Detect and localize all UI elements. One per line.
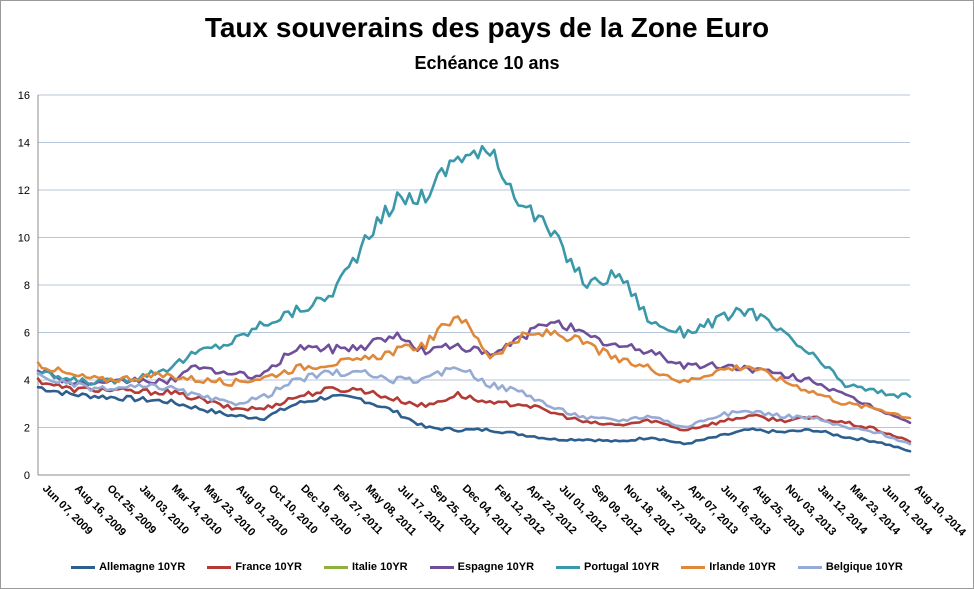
series-line-irlande-10yr (36, 315, 912, 420)
legend-swatch (556, 565, 581, 569)
axes (37, 95, 910, 476)
y-tick-label: 10 (18, 233, 30, 245)
legend-swatch (71, 565, 96, 569)
legend-item: Portugal 10YR (556, 561, 659, 573)
y-tick-labels: 0 2 4 6 8 10 12 14 16 (18, 90, 30, 482)
series-line-france-10yr (36, 377, 912, 444)
legend-item: Belgique 10YR (797, 561, 903, 573)
legend-item: Allemagne 10YR (71, 561, 185, 573)
legend-label: Italie 10YR (351, 561, 408, 573)
y-tick-label: 14 (18, 138, 30, 150)
series-line-belgique-10yr (36, 366, 912, 446)
legend-item: Italie 10YR (323, 561, 408, 573)
legend-item: Espagne 10YR (429, 561, 535, 573)
legend-swatch (681, 565, 706, 569)
series-lines (36, 144, 912, 453)
y-tick-label: 16 (18, 90, 30, 102)
series-line-portugal-10yr (36, 144, 912, 399)
gridlines (38, 94, 910, 428)
legend-label: France 10YR (235, 561, 302, 573)
y-tick-label: 2 (24, 423, 30, 435)
legend-swatch (797, 565, 822, 569)
y-tick-label: 8 (24, 280, 30, 292)
legend-label: Belgique 10YR (825, 561, 903, 573)
y-tick-label: 4 (24, 375, 30, 387)
legend-label: Allemagne 10YR (99, 561, 186, 573)
chart-subtitle: Echéance 10 ans (414, 53, 560, 73)
series-line-allemagne-10yr (36, 385, 912, 453)
legend-label: Irlande 10YR (709, 561, 776, 573)
y-tick-label: 6 (24, 328, 30, 340)
legend-label: Espagne 10YR (457, 561, 535, 573)
legend: Allemagne 10YR France 10YR Italie 10YR Espa… (0, 561, 974, 573)
y-tick-label: 12 (18, 185, 30, 197)
legend-label: Portugal 10YR (584, 561, 660, 573)
legend-swatch (429, 565, 454, 569)
chart-title: Taux souverains des pays de la Zone Euro (204, 12, 770, 43)
y-tick-label: 0 (24, 470, 30, 482)
legend-swatch (207, 565, 232, 569)
legend-swatch (323, 565, 348, 569)
legend-item: Irlande 10YR (681, 561, 776, 573)
legend-item: France 10YR (207, 561, 302, 573)
